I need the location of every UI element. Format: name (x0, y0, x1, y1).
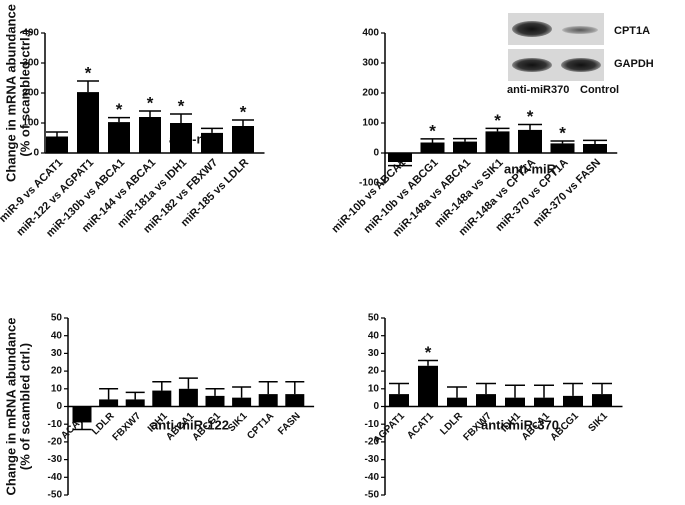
y-tick-label: -50 (365, 490, 380, 501)
y-tick-label: -20 (48, 437, 63, 448)
bar (178, 388, 198, 407)
y-tick-label: 400 (22, 28, 39, 39)
y-tick-label: 200 (22, 88, 39, 99)
y-tick-label: -100 (359, 178, 379, 189)
blot-band (562, 26, 598, 34)
annotation: anti-miR-370 (481, 417, 559, 432)
y-tick-label: -50 (48, 490, 63, 501)
y-tick-label: 0 (373, 401, 379, 412)
bar (258, 394, 278, 407)
bar (285, 394, 305, 407)
significance-marker: * (494, 111, 501, 130)
bar (46, 136, 68, 153)
x-tick-label: SIK1 (226, 410, 250, 434)
y-tick-label: 200 (362, 88, 379, 99)
y-tick-label: 0 (373, 148, 379, 159)
annotation: anti-miR-122 (151, 417, 229, 432)
bar (152, 390, 172, 407)
y-tick-label: 10 (51, 383, 63, 394)
x-tick-label: FASN (276, 411, 303, 438)
y-tick-label: 20 (368, 366, 380, 377)
bar (125, 399, 145, 407)
bar (534, 397, 554, 407)
significance-marker: * (178, 96, 185, 115)
bar (453, 141, 477, 153)
bar (518, 129, 542, 153)
bar (476, 394, 496, 407)
bar (418, 365, 438, 407)
significance-marker: * (85, 63, 92, 82)
bar (505, 397, 525, 407)
bar (232, 397, 252, 407)
x-tick-label: SIK1 (586, 410, 610, 434)
y-tick-label: -10 (365, 419, 380, 430)
bar (232, 126, 254, 153)
significance-marker: * (240, 102, 247, 121)
bar (420, 142, 445, 153)
y-tick-label: 30 (368, 348, 380, 359)
y-tick-label: 100 (22, 118, 39, 129)
y-tick-label: 300 (22, 58, 39, 69)
x-tick-label: CPT1A (245, 411, 276, 442)
bar (550, 143, 575, 153)
y-tick-label: -40 (365, 472, 380, 483)
y-tick-label: 50 (51, 313, 63, 324)
y-tick-label: 100 (362, 118, 379, 129)
bar (77, 92, 99, 153)
y-tick-label: 30 (51, 348, 63, 359)
bar (205, 395, 225, 407)
y-tick-label: -30 (365, 454, 380, 465)
y-tick-label: 300 (362, 58, 379, 69)
blot-band-label: CPT1A (614, 25, 650, 37)
y-tick-label: -30 (48, 454, 63, 465)
y-tick-label: 40 (368, 330, 380, 341)
y-axis-label: (% of scambled ctrl.) (17, 343, 32, 470)
y-tick-label: -20 (365, 437, 380, 448)
significance-marker: * (429, 121, 436, 140)
bar (389, 394, 409, 407)
blot-lane-label: anti-miR370 (507, 84, 569, 96)
y-tick-label: 0 (56, 401, 62, 412)
blot-band (561, 58, 601, 72)
significance-marker: * (559, 123, 566, 142)
blot: CPT1A GAPDH anti-miR370 Control (507, 13, 654, 96)
blot-band (512, 21, 552, 37)
bar (563, 395, 583, 407)
y-axis-label: Change in mRNA abundance (3, 4, 18, 182)
blot-lane-label: Control (580, 84, 619, 96)
y-axis-label: (% of scambled ctrl.) (17, 29, 32, 156)
x-tick-label: FBXW7 (111, 410, 144, 443)
bar (447, 397, 467, 407)
y-tick-label: -10 (48, 419, 63, 430)
significance-marker: * (527, 107, 534, 126)
bar (201, 132, 223, 153)
y-tick-label: 400 (362, 28, 379, 39)
y-tick-label: 10 (368, 383, 380, 394)
significance-marker: * (147, 93, 154, 112)
bar (388, 153, 412, 162)
y-axis-label: Change in mRNA abundance (3, 318, 18, 496)
annotation: anti-miR (504, 161, 557, 176)
blot-band (512, 58, 552, 72)
y-tick-label: 40 (51, 330, 63, 341)
bar (108, 122, 130, 153)
y-tick-label: 0 (33, 148, 39, 159)
significance-marker: * (425, 343, 432, 362)
y-tick-label: 20 (51, 366, 63, 377)
bar (485, 131, 510, 153)
bar (99, 399, 119, 407)
bar (170, 123, 192, 153)
blot-band-label: GAPDH (614, 58, 654, 70)
bar (139, 117, 161, 153)
x-tick-label: LDLR (438, 410, 465, 437)
bar (592, 394, 612, 407)
significance-marker: * (116, 100, 123, 119)
bar (72, 406, 92, 423)
y-tick-label: -40 (48, 472, 63, 483)
bar (583, 144, 607, 153)
x-tick-label: ACAT1 (405, 410, 436, 441)
y-tick-label: 50 (368, 313, 380, 324)
